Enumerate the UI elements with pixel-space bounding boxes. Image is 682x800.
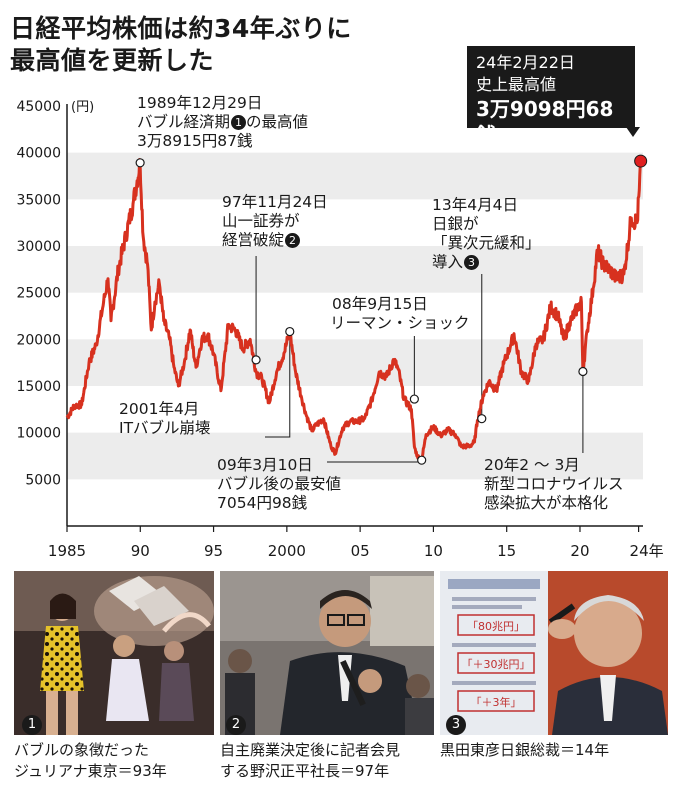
y-tick-label: 45000 — [16, 99, 61, 115]
caption-line: 黒田東彦日銀総裁＝14年 — [440, 741, 610, 759]
event-marker — [251, 355, 261, 365]
event-markers — [135, 154, 648, 465]
annotation-1989-peak: 1989年12月29日 バブル経済期 1 の最高値 3万8915円87銭 — [137, 94, 308, 151]
y-tick-label: 35000 — [16, 192, 61, 208]
event-marker — [285, 326, 295, 337]
y-unit-label: (円) — [71, 100, 94, 115]
y-tick-labels: 5000 10000 15000 20000 25000 30000 35000 40000 4… — [16, 99, 94, 488]
y-tick-label: 20000 — [16, 332, 61, 348]
annotation-text-2: 経営破綻 — [222, 231, 285, 249]
annotation-date: 20年2 ～ 3月 — [484, 456, 580, 474]
leader-it-bubble — [265, 331, 291, 438]
y-tick-label: 15000 — [16, 379, 61, 395]
annotation-date: 1989年12月29日 — [137, 94, 263, 112]
record-callout-pointer — [626, 127, 640, 137]
annotation-text: バブル後の最安値 — [217, 475, 342, 493]
annotation-date: 13年4月4日 — [432, 196, 518, 214]
annotation-text: 山一証券が — [222, 212, 300, 230]
grid-band — [67, 246, 643, 293]
photo-kuroda: 「80兆円」 「＋30兆円」 「＋3年」 — [440, 571, 668, 735]
nikkei-line-chart: 5000 10000 15000 20000 25000 30000 35000 40000 4… — [16, 99, 664, 560]
photo-caption-2: 自主廃業決定後に記者会見 する野沢正平社長＝97年 — [220, 740, 400, 782]
x-tick-label: 05 — [351, 542, 370, 560]
grid-bands — [67, 152, 643, 480]
chart-axes — [66, 104, 643, 527]
annotation-yamaichi: 97年11月24日 山一証券が 経営破綻 2 — [222, 193, 328, 250]
caption-line: バブルの象徴だった — [14, 741, 150, 759]
caption-line: する野沢正平社長＝97年 — [220, 762, 390, 780]
badge-2: 2 — [285, 233, 301, 248]
y-tick-label: 25000 — [16, 286, 61, 302]
event-marker — [578, 366, 588, 377]
poster-text-2: 「＋30兆円」 — [462, 658, 531, 671]
annotation-date: 97年11月24日 — [222, 193, 328, 211]
annotation-date: 2001年4月 — [119, 400, 200, 418]
annotation-boj-easing: 13年4月4日 日銀が 「異次元緩和」 導入 3 — [432, 196, 541, 272]
x-tick-labels: 1985 90 95 2000 05 10 15 20 24年 — [48, 526, 664, 560]
annotation-post-bubble-low: 09年3月10日 バブル後の最安値 7054円98銭 — [217, 456, 341, 513]
y-tick-label: 5000 — [25, 472, 61, 488]
annotation-it-bubble: 2001年4月 ITバブル崩壊 — [119, 400, 211, 438]
x-tick-label: 10 — [424, 542, 443, 560]
y-tick-label: 10000 — [16, 426, 61, 442]
photo-number-1: 1 — [22, 715, 42, 735]
annotation-covid: 20年2 ～ 3月 新型コロナウイルス 感染拡大が本格化 — [484, 456, 624, 513]
poster-text-3: 「＋3年」 — [471, 695, 522, 709]
annotation-suffix: の最高値 — [246, 113, 309, 131]
annotation-date: 09年3月10日 — [217, 456, 313, 474]
annotation-text: リーマン・ショック — [330, 314, 470, 332]
badge-1: 1 — [231, 115, 247, 130]
photo-number-3: 3 — [446, 715, 466, 735]
annotation-text-2: 感染拡大が本格化 — [484, 494, 609, 512]
annotation-lehman: 08年9月15日 リーマン・ショック — [330, 295, 470, 333]
x-tick-label: 95 — [204, 542, 223, 560]
caption-line: 自主廃業決定後に記者会見 — [220, 741, 401, 759]
annotation-text-3: 導入 — [432, 253, 464, 271]
annotation-value: 3万8915円87銭 — [137, 132, 253, 150]
record-high-callout: 24年2月22日 史上最高値 3万9098円68銭 — [467, 46, 635, 147]
caption-line: ジュリアナ東京＝93年 — [14, 762, 167, 780]
poster-text-1: 「80兆円」 — [467, 620, 525, 633]
event-marker — [135, 158, 145, 168]
annotation-leaders — [255, 256, 584, 463]
x-tick-label: 2000 — [268, 542, 306, 560]
annotation-text: バブル経済期 — [137, 113, 231, 131]
annotation-value: 7054円98銭 — [217, 494, 308, 512]
event-marker — [417, 455, 427, 465]
event-marker — [409, 394, 419, 404]
record-date: 24年2月22日 — [476, 53, 575, 72]
annotation-text-2: 「異次元緩和」 — [432, 234, 541, 252]
record-value: 3万9098円68銭 — [476, 97, 614, 147]
annotation-text: ITバブル崩壊 — [119, 419, 211, 437]
headline-line2: 最高値を更新した — [10, 46, 215, 75]
x-tick-label: 15 — [497, 542, 516, 560]
y-tick-label: 30000 — [16, 239, 61, 255]
x-tick-label: 1985 — [48, 542, 86, 560]
headline-line1: 日経平均株価は約34年ぶりに — [10, 14, 352, 43]
record-high-marker — [634, 154, 648, 168]
grid-band — [67, 432, 643, 480]
badge-3: 3 — [464, 255, 480, 270]
x-tick-label-last: 24年 — [630, 542, 664, 560]
x-tick-label: 20 — [570, 542, 589, 560]
photo-yamaichi-press — [220, 571, 434, 735]
grid-band — [67, 152, 643, 200]
photo-juliana-tokyo — [14, 571, 214, 735]
x-tick-label: 90 — [131, 542, 150, 560]
annotation-text: 日銀が — [432, 215, 479, 233]
photo-caption-1: バブルの象徴だった ジュリアナ東京＝93年 — [14, 740, 167, 782]
event-marker — [477, 414, 487, 424]
record-label: 史上最高値 — [476, 75, 557, 94]
y-tick-label: 40000 — [16, 146, 61, 162]
annotation-text: 新型コロナウイルス — [484, 475, 624, 493]
series-line-nikkei — [65, 158, 643, 463]
grid-band — [67, 339, 643, 386]
annotation-date: 08年9月15日 — [332, 295, 428, 313]
photo-caption-3: 黒田東彦日銀総裁＝14年 — [440, 740, 609, 761]
photo-number-2: 2 — [226, 715, 246, 735]
